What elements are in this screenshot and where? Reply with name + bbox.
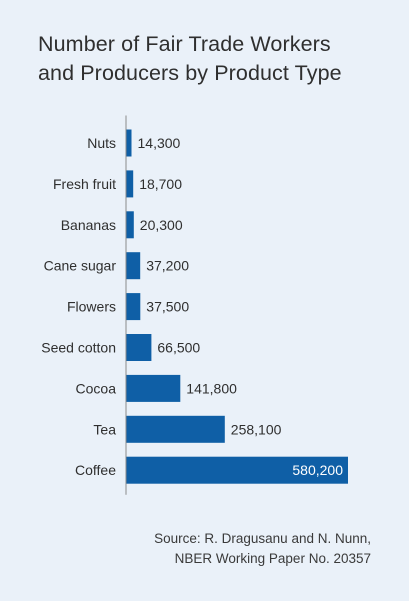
bars-layer	[126, 129, 348, 484]
category-label-seed-cotton: Seed cotton	[41, 340, 116, 356]
chart-title-line-2: and Producers by Product Type	[38, 61, 342, 85]
bar-coffee	[126, 456, 348, 484]
bar-seed-cotton	[126, 334, 152, 361]
bar-nuts	[126, 129, 132, 157]
value-label-fresh-fruit: 18,700	[139, 176, 182, 192]
value-label-cocoa: 141,800	[186, 380, 237, 396]
bar-bananas	[126, 211, 134, 239]
bar-cocoa	[126, 374, 181, 402]
category-label-cane-sugar: Cane sugar	[44, 258, 117, 274]
value-label-nuts: 14,300	[138, 135, 181, 151]
source-note: Source: R. Dragusanu and N. Nunn, NBER W…	[71, 529, 371, 569]
bar-cane-sugar	[126, 252, 141, 280]
category-label-tea: Tea	[93, 421, 116, 437]
bar-flowers	[126, 293, 141, 321]
value-label-tea: 258,100	[231, 421, 282, 437]
category-label-cocoa: Cocoa	[76, 380, 117, 396]
value-label-coffee: 580,200	[292, 462, 343, 478]
chart-title: Number of Fair Trade Workers and Produce…	[38, 30, 398, 88]
value-label-flowers: 37,500	[146, 299, 189, 315]
source-line-2: NBER Working Paper No. 20357	[174, 551, 371, 566]
category-label-bananas: Bananas	[61, 217, 116, 233]
category-label-fresh-fruit: Fresh fruit	[53, 176, 116, 192]
labels-layer: Nuts 14,300 Fresh fruit 18,700 Bananas 20,300…	[41, 135, 343, 478]
category-label-nuts: Nuts	[87, 135, 116, 151]
chart-title-line-1: Number of Fair Trade Workers	[38, 32, 331, 56]
source-line-1: Source: R. Dragusanu and N. Nunn,	[154, 531, 371, 546]
bar-tea	[126, 415, 225, 443]
category-label-coffee: Coffee	[75, 462, 116, 478]
value-label-cane-sugar: 37,200	[146, 258, 189, 274]
bar-fresh-fruit	[126, 170, 134, 198]
category-label-flowers: Flowers	[67, 299, 116, 315]
value-label-seed-cotton: 66,500	[157, 340, 200, 356]
value-label-bananas: 20,300	[140, 217, 183, 233]
